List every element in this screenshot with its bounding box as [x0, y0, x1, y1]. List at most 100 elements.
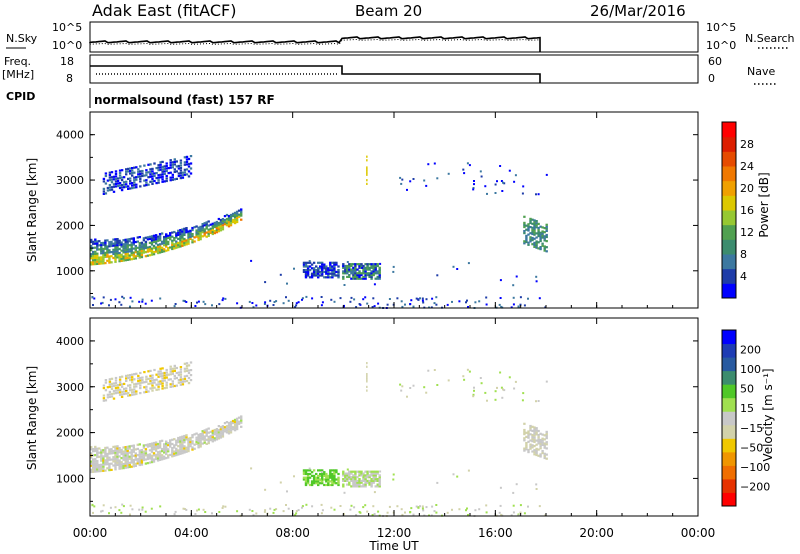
nave-label: Nave — [747, 65, 775, 78]
power-cell — [148, 237, 152, 240]
power-colorbar-cell-8 — [722, 166, 736, 182]
velocity-cell — [374, 479, 377, 482]
velocity-cell — [165, 384, 168, 387]
power-cell — [348, 270, 351, 273]
velocity-cell — [112, 389, 116, 393]
power-cell — [116, 240, 119, 243]
power-cell — [333, 270, 336, 273]
power-colorbar-tick-6: 28 — [740, 138, 754, 151]
velocity-cell — [374, 476, 377, 479]
velocity-cell — [108, 450, 111, 453]
power-cell — [145, 171, 148, 174]
power-cell — [302, 261, 306, 264]
power-cell — [102, 192, 106, 195]
velocity-cell — [372, 474, 375, 477]
power-cell — [225, 218, 229, 221]
power-cell — [92, 252, 95, 256]
power-cell — [129, 177, 132, 180]
power-cell — [467, 306, 469, 308]
power-cell — [147, 176, 150, 179]
power-cell — [102, 190, 106, 193]
velocity-cell — [400, 389, 403, 392]
velocity-cell — [144, 454, 148, 457]
power-cell — [169, 246, 172, 249]
velocity-cell — [533, 445, 536, 448]
power-cell — [141, 172, 144, 175]
power-cell — [535, 224, 538, 227]
date-title: 26/Mar/2016 — [590, 2, 686, 20]
velocity-cell — [321, 472, 324, 476]
velocity-cell — [354, 478, 357, 481]
power-cell — [545, 246, 548, 249]
velocity-cell — [124, 464, 127, 467]
velocity-cell — [486, 399, 488, 402]
velocity-cell — [304, 472, 308, 476]
velocity-cell — [150, 450, 154, 453]
power-cell — [215, 222, 219, 226]
velocity-cell — [537, 448, 540, 451]
power-cell — [96, 256, 99, 259]
velocity-cell — [135, 390, 138, 393]
velocity-cell — [331, 474, 334, 477]
power-cell — [130, 258, 133, 261]
velocity-cell — [211, 434, 214, 437]
power-cell — [312, 272, 316, 275]
velocity-cell — [211, 440, 214, 443]
power-cell — [304, 274, 308, 277]
power-cell — [315, 265, 318, 268]
power-cell — [541, 234, 544, 237]
power-cell — [370, 263, 373, 266]
velocity-cell — [343, 512, 345, 515]
velocity-cell — [327, 476, 330, 479]
velocity-cell — [138, 463, 141, 467]
power-cell — [142, 239, 146, 242]
power-cell — [169, 232, 172, 235]
power-cell — [96, 258, 99, 261]
power-cell — [185, 155, 189, 158]
velocity-cell — [139, 392, 142, 395]
power-cell — [323, 267, 326, 270]
velocity-cell — [372, 505, 375, 508]
power-cell — [325, 276, 328, 279]
power-colorbar-cell-4 — [722, 224, 736, 240]
velocity-cell — [235, 425, 239, 429]
velocity-cell — [215, 430, 219, 433]
velocity-cell — [301, 505, 304, 508]
velocity-cell — [183, 436, 186, 440]
power-cell — [197, 238, 200, 242]
power-cell — [112, 248, 115, 251]
velocity-cell — [356, 476, 359, 479]
velocity-cell — [189, 436, 192, 440]
velocity-cell — [93, 505, 96, 508]
velocity-cell — [167, 456, 170, 459]
velocity-cell — [187, 447, 190, 451]
power-cell — [167, 167, 170, 170]
power-cell — [337, 270, 340, 273]
velocity-cell — [519, 504, 522, 507]
velocity-cell — [146, 457, 150, 461]
velocity-cell — [128, 447, 131, 450]
velocity-cell — [163, 443, 166, 446]
velocity-cell — [112, 464, 115, 467]
velocity-cell — [174, 510, 177, 513]
velocity-cell — [171, 442, 174, 446]
power-cell — [138, 252, 141, 255]
power-cell — [122, 255, 125, 258]
velocity-cell — [519, 511, 522, 514]
velocity-cell — [484, 391, 487, 394]
power-cell — [537, 222, 540, 225]
velocity-cell — [409, 387, 412, 389]
power-cell — [327, 267, 330, 270]
power-cell — [231, 212, 235, 215]
velocity-cell — [539, 441, 542, 444]
power-cell — [175, 242, 178, 245]
velocity-cell — [354, 472, 357, 475]
velocity-cell — [356, 479, 359, 482]
power-cell — [183, 244, 186, 247]
velocity-cell — [104, 459, 107, 462]
velocity-cell — [329, 483, 332, 487]
velocity-cell — [135, 392, 138, 396]
power-cell — [145, 179, 148, 182]
power-cell — [106, 189, 110, 192]
